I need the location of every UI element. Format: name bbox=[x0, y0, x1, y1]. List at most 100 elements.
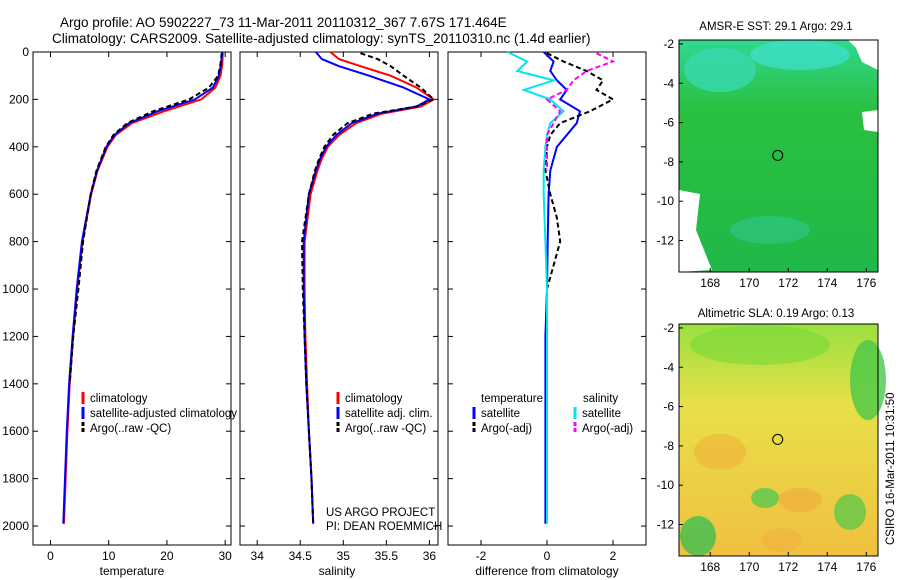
side-label: CSIRO 16-Mar-2011 10:31:50 bbox=[885, 392, 897, 545]
x-tick-label: 176 bbox=[856, 276, 876, 290]
legend-header-salinity: salinity bbox=[583, 393, 618, 405]
salinity-panel: 34 34.5 35 35.5 36 salinity climatology sate… bbox=[239, 51, 442, 578]
sla-green-patch bbox=[834, 494, 866, 530]
y-tick-label: 0 bbox=[22, 45, 29, 59]
sst-missing-data bbox=[862, 110, 878, 132]
legend-label-argo: Argo(..raw -QC) bbox=[345, 423, 426, 435]
difference-legend: temperature salinity satellite Argo(-adj… bbox=[472, 393, 633, 435]
sst-map-title: AMSR-E SST: 29.1 Argo: 29.1 bbox=[699, 21, 852, 33]
series-line-temperature-satellite bbox=[543, 51, 582, 524]
series-line-climatology bbox=[303, 51, 436, 524]
salinity-lines bbox=[300, 51, 436, 524]
temperature-xlabel: temperature bbox=[100, 564, 165, 578]
x-tick-label: 10 bbox=[102, 549, 116, 563]
x-tick-label: 172 bbox=[778, 276, 798, 290]
series-line-salinity-argo-adj- bbox=[545, 52, 616, 171]
series-line-salinity-satellite bbox=[506, 51, 565, 524]
sla-orange-patch bbox=[778, 488, 822, 512]
x-tick-label: 34.5 bbox=[289, 549, 313, 563]
temperature-legend: climatology satellite-adjusted climatolo… bbox=[81, 392, 237, 435]
sla-map-ticks: 168 170 172 174 176 -2 -4 -6 -8 -10 -12 bbox=[657, 321, 877, 574]
y-tick-label: 200 bbox=[9, 92, 29, 106]
y-tick-label: -12 bbox=[657, 518, 675, 532]
temperature-lines bbox=[62, 51, 224, 524]
series-line-climatology bbox=[62, 51, 224, 524]
y-tick-label: -10 bbox=[657, 478, 675, 492]
x-tick-label: 172 bbox=[778, 560, 798, 574]
sla-orange-patch bbox=[762, 528, 802, 552]
sla-orange-patch bbox=[694, 434, 746, 470]
legend-label-temp-argo: Argo(-adj) bbox=[481, 423, 532, 435]
y-tick-label: 1400 bbox=[2, 377, 29, 391]
x-tick-label: 168 bbox=[700, 560, 720, 574]
figure-title-line1: Argo profile: AO 5902227_73 11-Mar-2011 … bbox=[60, 15, 507, 30]
sst-warm-patch bbox=[750, 40, 850, 70]
legend-header-temperature: temperature bbox=[481, 393, 543, 405]
y-tick-label: 1800 bbox=[2, 472, 29, 486]
y-tick-label: 2000 bbox=[2, 519, 29, 533]
salinity-xlabel: salinity bbox=[319, 564, 356, 578]
x-tick-label: 174 bbox=[817, 276, 837, 290]
argo-location-marker bbox=[772, 433, 784, 445]
salinity-axes-frame bbox=[239, 51, 439, 546]
y-tick-label: -8 bbox=[663, 439, 674, 453]
y-tick-label: -6 bbox=[663, 400, 674, 414]
y-tick-label: -12 bbox=[657, 234, 675, 248]
difference-ticks: -2 0 2 bbox=[448, 51, 646, 563]
y-tick-label: -4 bbox=[663, 360, 674, 374]
x-tick-label: 168 bbox=[700, 276, 720, 290]
y-tick-label: 600 bbox=[9, 187, 29, 201]
salinity-ticks: 34 34.5 35 35.5 36 bbox=[240, 51, 438, 563]
series-line-satellite-adj-clim- bbox=[302, 51, 432, 524]
x-tick-label: 0 bbox=[47, 549, 54, 563]
series-line-argo-raw-qc- bbox=[300, 52, 436, 524]
y-tick-label: -10 bbox=[657, 194, 675, 208]
sla-green-patch bbox=[751, 488, 779, 508]
sla-green-patch bbox=[680, 516, 716, 556]
sst-missing-data bbox=[679, 190, 712, 272]
y-tick-label: -2 bbox=[663, 321, 674, 335]
x-tick-label: 35.5 bbox=[375, 549, 399, 563]
y-tick-label: 1600 bbox=[2, 424, 29, 438]
sla-map-title: Altimetric SLA: 0.19 Argo: 0.13 bbox=[698, 308, 855, 320]
x-tick-label: 2 bbox=[610, 549, 617, 563]
x-tick-label: 176 bbox=[856, 560, 876, 574]
sst-map-frame bbox=[678, 39, 879, 273]
y-tick-label: -4 bbox=[663, 76, 674, 90]
sla-green-patch bbox=[850, 340, 886, 420]
x-tick-label: 170 bbox=[739, 276, 759, 290]
legend-label-satellite: satellite adj. clim. bbox=[345, 408, 433, 420]
x-tick-label: 36 bbox=[423, 549, 437, 563]
y-tick-label: -6 bbox=[663, 116, 674, 130]
y-tick-label: 1000 bbox=[2, 282, 29, 296]
y-tick-label: -2 bbox=[663, 37, 674, 51]
temperature-axes-frame bbox=[32, 51, 232, 546]
series-line-satellite-adjusted-climatology bbox=[62, 51, 224, 524]
difference-lines bbox=[506, 51, 616, 524]
sla-green-patch bbox=[690, 325, 830, 365]
argo-location-marker bbox=[772, 149, 784, 161]
x-tick-label: 35 bbox=[337, 549, 351, 563]
legend-label-climatology: climatology bbox=[345, 393, 403, 405]
x-tick-label: -2 bbox=[476, 549, 487, 563]
y-tick-label: 1200 bbox=[2, 329, 29, 343]
sla-map-frame bbox=[678, 323, 879, 557]
sst-map-ticks: 168 170 172 174 176 -2 -4 -6 -8 -10 -12 bbox=[657, 37, 877, 290]
legend-label-climatology: climatology bbox=[90, 393, 148, 405]
temperature-panel: 0 10 20 30 0 200 400 600 800 1000 1200 1400 1600 1800… bbox=[2, 45, 237, 578]
legend-label-satellite: satellite-adjusted climatology bbox=[90, 408, 237, 420]
difference-xlabel: difference from climatology bbox=[475, 564, 618, 578]
y-tick-label: 800 bbox=[9, 235, 29, 249]
x-tick-label: 0 bbox=[544, 549, 551, 563]
pi-label: PI: DEAN ROEMMICH bbox=[326, 521, 442, 533]
legend-label-sal-argo: Argo(-adj) bbox=[582, 423, 633, 435]
figure-title-line2: Climatology: CARS2009. Satellite-adjuste… bbox=[52, 31, 591, 46]
salinity-legend: climatology satellite adj. clim. Argo(..… bbox=[336, 392, 433, 435]
series-line-temperature-argo-adj- bbox=[544, 52, 616, 384]
y-tick-label: -8 bbox=[663, 155, 674, 169]
y-tick-label: 400 bbox=[9, 140, 29, 154]
x-tick-label: 30 bbox=[218, 549, 232, 563]
series-line-argo-raw-qc- bbox=[68, 53, 223, 384]
legend-label-sal-satellite: satellite bbox=[582, 408, 621, 420]
